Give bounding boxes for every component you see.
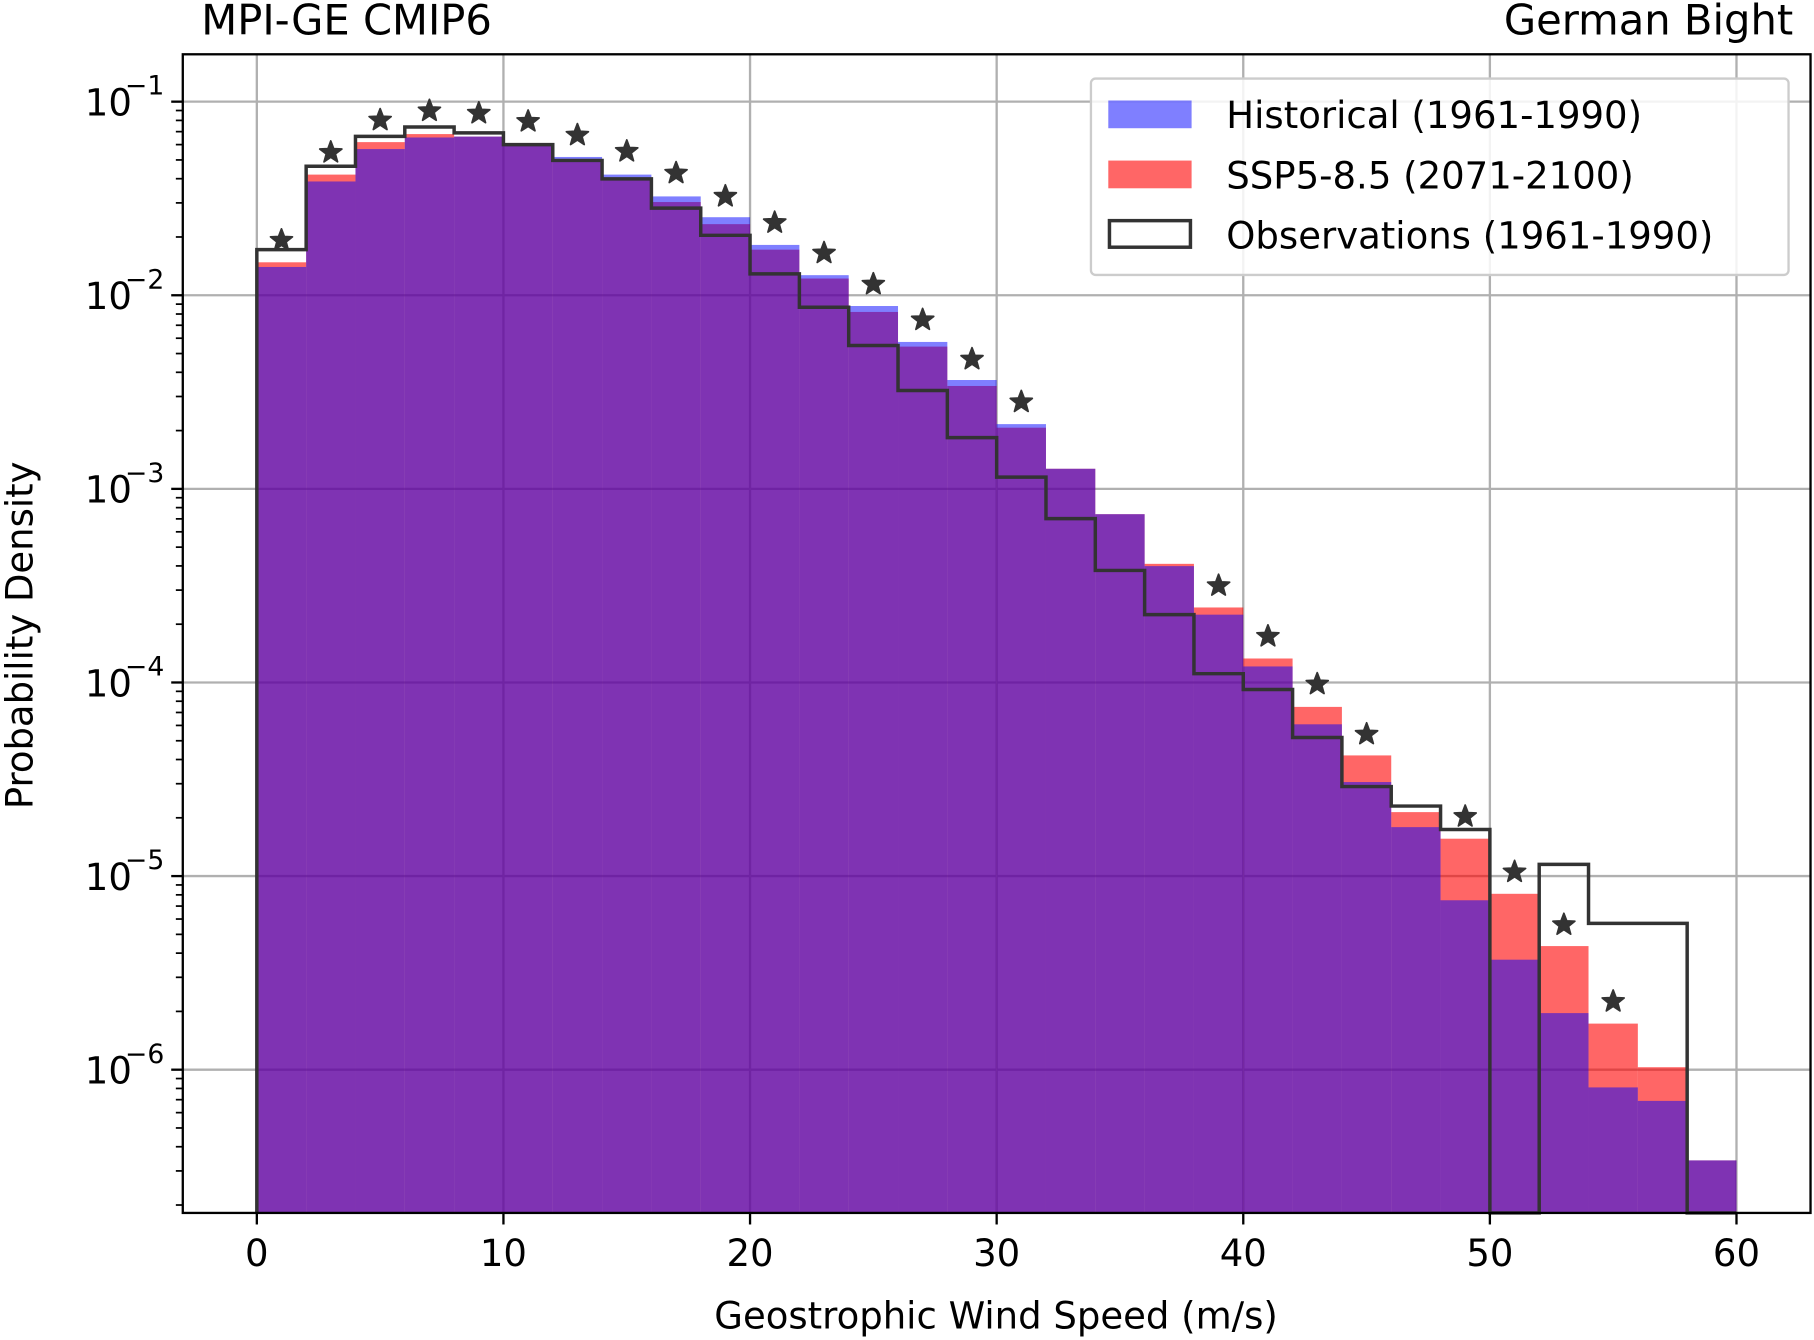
- star-marker: [1256, 623, 1280, 647]
- star-marker: [664, 160, 688, 184]
- historical-bar: [750, 244, 800, 1213]
- historical-bar: [799, 275, 849, 1213]
- y-tick-exponent: −6: [125, 1039, 164, 1070]
- historical-bar: [947, 380, 997, 1213]
- y-tick-label: 10: [85, 1050, 132, 1093]
- x-tick-label: 40: [1220, 1232, 1267, 1275]
- historical-bar: [1440, 900, 1490, 1213]
- y-tick-exponent: −2: [125, 264, 164, 295]
- y-tick-exponent: −4: [125, 652, 164, 683]
- star-marker: [713, 183, 738, 207]
- x-tick-label: 10: [480, 1232, 527, 1275]
- legend-label-historical: Historical (1961-1990): [1226, 94, 1642, 137]
- star-marker: [960, 346, 984, 370]
- star-marker: [368, 107, 393, 131]
- historical-bar: [256, 266, 307, 1213]
- y-tick-exponent: −5: [125, 845, 164, 876]
- x-tick-label: 20: [727, 1232, 774, 1275]
- legend-frame: [1089, 77, 1790, 277]
- historical-bar: [1292, 724, 1342, 1213]
- y-tick-label: 10: [85, 82, 132, 125]
- historical-bar: [552, 156, 603, 1213]
- y-tick-label: 10: [85, 856, 132, 899]
- star-marker: [1305, 671, 1330, 695]
- star-marker: [1206, 573, 1231, 596]
- legend-swatch-ssp585: [1108, 160, 1192, 189]
- star-marker: [1009, 389, 1034, 413]
- bars: [256, 134, 1737, 1213]
- legend: Historical (1961-1990) SSP5-8.5 (2071-21…: [1089, 77, 1790, 277]
- star-marker: [1502, 859, 1527, 883]
- title-right: German Bight: [1504, 0, 1793, 45]
- historical-bar: [1045, 468, 1096, 1213]
- y-tick-label: 10: [85, 275, 132, 318]
- star-marker: [762, 210, 787, 233]
- star-marker: [417, 98, 442, 122]
- star-marker: [861, 271, 886, 295]
- star-marker: [565, 122, 590, 146]
- historical-bar: [996, 424, 1046, 1213]
- historical-bar: [404, 137, 455, 1213]
- historical-bar: [1144, 566, 1194, 1213]
- historical-bar: [1243, 666, 1293, 1213]
- star-marker: [614, 139, 639, 162]
- historical-bar: [454, 136, 504, 1213]
- star-marker: [516, 109, 540, 132]
- star-marker: [318, 140, 343, 163]
- y-tick-exponent: −1: [125, 71, 164, 102]
- star-marker: [1354, 721, 1379, 745]
- historical-bar: [1341, 782, 1392, 1213]
- historical-bar: [1687, 1160, 1737, 1213]
- y-axis-label: Probability Density: [0, 462, 41, 810]
- y-tick-exponent: −3: [125, 458, 164, 489]
- historical-bar: [1637, 1100, 1688, 1213]
- historical-bar: [848, 306, 899, 1213]
- x-tick-label: 0: [245, 1232, 269, 1275]
- historical-bar: [503, 144, 553, 1213]
- historical-bar: [700, 217, 751, 1213]
- historical-bar: [1391, 827, 1441, 1213]
- legend-label-observations: Observations (1961-1990): [1226, 214, 1713, 257]
- historical-bar: [1193, 614, 1244, 1213]
- historical-bar: [1588, 1087, 1638, 1213]
- title-left: MPI-GE CMIP6: [201, 0, 492, 45]
- x-tick-label: 50: [1466, 1232, 1513, 1275]
- historical-bar: [355, 149, 405, 1213]
- legend-label-ssp585: SSP5-8.5 (2071-2100): [1226, 154, 1633, 197]
- star-marker: [1601, 989, 1626, 1012]
- observations-step: [255, 125, 1737, 1215]
- star-marker: [466, 100, 491, 124]
- observations-line: [255, 125, 1737, 1215]
- y-tick-label: 10: [85, 469, 132, 512]
- star-marker: [910, 307, 935, 331]
- historical-bar: [898, 341, 948, 1213]
- historical-bar: [306, 181, 356, 1213]
- x-tick-label: 30: [973, 1232, 1020, 1275]
- star-marker: [1453, 804, 1478, 827]
- x-tick-label: 60: [1713, 1232, 1760, 1275]
- historical-bar: [1095, 514, 1145, 1213]
- historical-bar: [1539, 1013, 1589, 1213]
- star-marker: [269, 227, 294, 251]
- historical-bar: [1489, 959, 1540, 1213]
- y-tick-label: 10: [85, 662, 132, 705]
- x-axis-label: Geostrophic Wind Speed (m/s): [714, 1294, 1278, 1337]
- star-markers: [269, 98, 1626, 1012]
- star-marker: [1552, 912, 1576, 936]
- historical-bar: [602, 174, 652, 1213]
- historical-bar: [651, 196, 701, 1213]
- legend-swatch-historical: [1108, 100, 1192, 129]
- legend-swatch-observations: [1107, 218, 1193, 249]
- star-marker: [812, 240, 836, 264]
